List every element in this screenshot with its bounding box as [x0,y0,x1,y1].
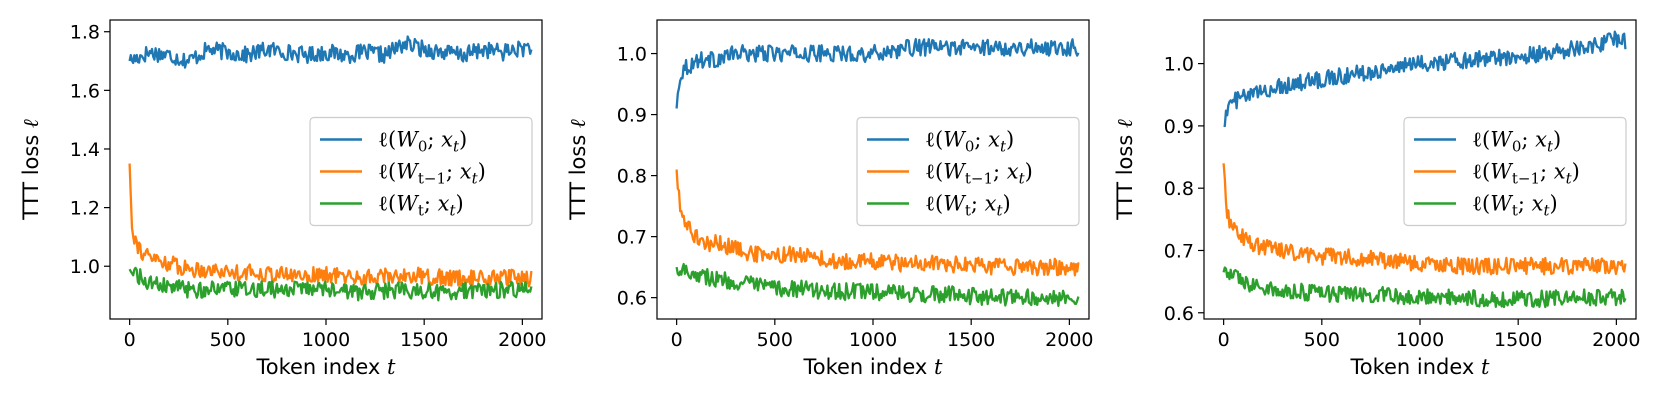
legend-box [1403,116,1627,227]
y-tick-label: 1.0 [617,44,647,66]
x-tick-label: 1000 [302,329,350,351]
x-tick-label: 2000 [1592,329,1640,351]
legend-box [309,116,533,227]
y-tick-label: 0.8 [617,166,647,188]
y-tick-label: 1.0 [1164,54,1194,76]
series-line-1 [1223,30,1627,128]
x-axis-title: Token index t [802,355,943,379]
y-axis-title: TTT loss ℓ [19,119,43,221]
series-line-2 [128,163,533,288]
x-tick-label: 1500 [400,329,448,351]
legend-label-1: ℓ(W0; xt) [378,128,467,156]
legend-label-1: ℓ(W0; xt) [1472,128,1561,156]
y-axis-title: TTT loss ℓ [566,119,590,221]
legend-label-2: ℓ(Wt−1; xt) [1472,160,1580,188]
y-tick-label: 0.9 [1164,116,1194,138]
y-tick-label: 1.4 [70,139,100,161]
series-line-1 [128,35,533,69]
legend-label-3: ℓ(Wt; xt) [1472,192,1558,220]
x-tick-label: 500 [757,329,793,351]
chart-panel-2: 0 500 1000 1500 2000 0.6 0.7 0.8 0.9 1.0 Token ind… [566,19,1094,379]
x-tick-label: 0 [671,329,683,351]
legend-box [856,116,1080,227]
legend: ℓ(W0; xt) ℓ(Wt−1; xt) ℓ(Wt; xt) [309,116,533,227]
series-line-3 [128,266,533,302]
x-tick-label: 0 [1218,329,1230,351]
y-tick-label: 0.6 [617,288,647,310]
x-tick-label: 500 [210,329,246,351]
x-tick-label: 2000 [498,329,546,351]
y-tick-label: 1.8 [70,22,100,44]
series-line-3 [1222,266,1627,309]
chart-panel-1: 0 500 1000 1500 2000 1.0 1.2 1.4 1.6 1.8 Token ind… [19,19,547,379]
x-tick-label: 500 [1304,329,1340,351]
y-tick-label: 1.2 [70,198,100,220]
series-line-2 [675,169,1080,277]
y-tick-label: 0.7 [617,227,647,249]
chart-panel-3: 0 500 1000 1500 2000 0.6 0.7 0.8 0.9 1.0 Token ind… [1113,19,1641,379]
x-axis-title: Token index t [1349,355,1490,379]
series-line-2 [1222,163,1627,276]
y-tick-label: 0.8 [1164,178,1194,200]
legend: ℓ(W0; xt) ℓ(Wt−1; xt) ℓ(Wt; xt) [856,116,1080,227]
x-tick-label: 1000 [849,329,897,351]
y-tick-label: 1.0 [70,256,100,278]
x-axis-title: Token index t [255,355,396,379]
y-tick-label: 0.6 [1164,303,1194,325]
y-tick-label: 0.9 [617,105,647,127]
y-tick-label: 0.7 [1164,240,1194,262]
legend-label-3: ℓ(Wt; xt) [378,192,464,220]
y-tick-label: 1.6 [70,80,100,102]
x-tick-label: 1000 [1396,329,1444,351]
series-line-3 [675,262,1080,307]
legend-label-3: ℓ(Wt; xt) [925,192,1011,220]
y-axis-title: TTT loss ℓ [1113,119,1137,221]
legend: ℓ(W0; xt) ℓ(Wt−1; xt) ℓ(Wt; xt) [1403,116,1627,227]
series-line-1 [675,37,1080,109]
x-tick-label: 2000 [1045,329,1093,351]
x-tick-label: 1500 [1494,329,1542,351]
legend-label-1: ℓ(W0; xt) [925,128,1014,156]
legend-label-2: ℓ(Wt−1; xt) [378,160,486,188]
x-tick-label: 1500 [947,329,995,351]
legend-label-2: ℓ(Wt−1; xt) [925,160,1033,188]
x-tick-label: 0 [124,329,136,351]
